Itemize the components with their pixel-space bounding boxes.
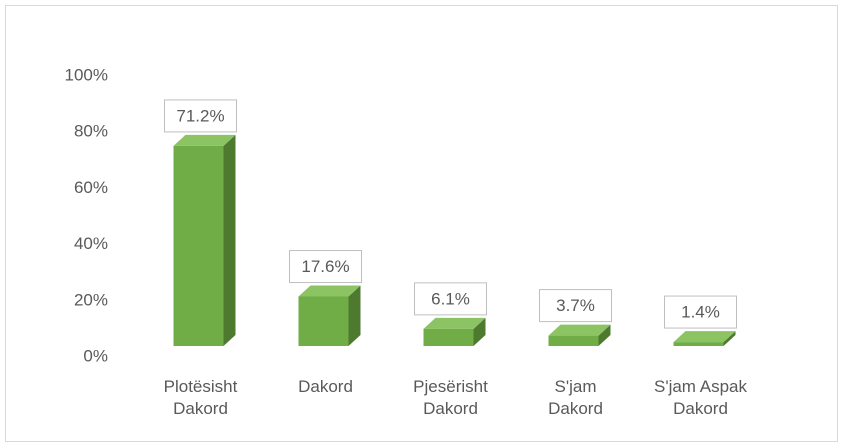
bar xyxy=(423,317,486,346)
data-label: 6.1% xyxy=(431,289,470,308)
bar-front xyxy=(548,335,599,346)
bar-top xyxy=(173,134,236,146)
x-tick-label: S'jam Aspak Dakord xyxy=(653,377,747,418)
x-tick-label: Plotësisht Dakord xyxy=(163,377,238,418)
bar-front xyxy=(423,328,474,346)
y-tick-label: 20% xyxy=(74,290,108,309)
bar xyxy=(548,324,611,346)
bar-side xyxy=(348,285,361,346)
bar xyxy=(173,134,236,346)
y-tick-label: 0% xyxy=(83,346,108,365)
data-label: 71.2% xyxy=(176,106,224,125)
data-label-box xyxy=(664,295,737,329)
y-tick-label: 40% xyxy=(74,234,108,253)
bar-top xyxy=(298,285,361,297)
y-tick-label: 60% xyxy=(74,178,108,197)
data-label-box xyxy=(414,282,487,316)
bar-top xyxy=(673,331,736,343)
data-label-box xyxy=(289,250,362,284)
bar-top xyxy=(548,324,611,336)
bar-side xyxy=(723,331,736,346)
data-label: 17.6% xyxy=(301,257,349,276)
data-label: 1.4% xyxy=(681,303,720,322)
x-tick-label: Pjesërisht Dakord xyxy=(413,377,488,418)
x-tick-label: S'jam Dakord xyxy=(548,377,603,418)
bar-front xyxy=(673,342,724,346)
data-label-box xyxy=(164,99,237,133)
bar-side xyxy=(223,134,236,346)
data-label: 3.7% xyxy=(556,296,595,315)
y-tick-label: 80% xyxy=(74,122,108,141)
chart-border xyxy=(5,5,838,442)
bar-side xyxy=(473,317,486,346)
bar xyxy=(298,285,361,346)
bar xyxy=(673,331,736,346)
x-tick-label: Dakord xyxy=(298,377,353,396)
bar-side xyxy=(598,324,611,346)
data-label-box xyxy=(539,289,612,323)
bar-front xyxy=(173,145,224,346)
bar-top xyxy=(423,317,486,329)
y-tick-label: 100% xyxy=(65,65,108,84)
bar-front xyxy=(298,296,349,346)
